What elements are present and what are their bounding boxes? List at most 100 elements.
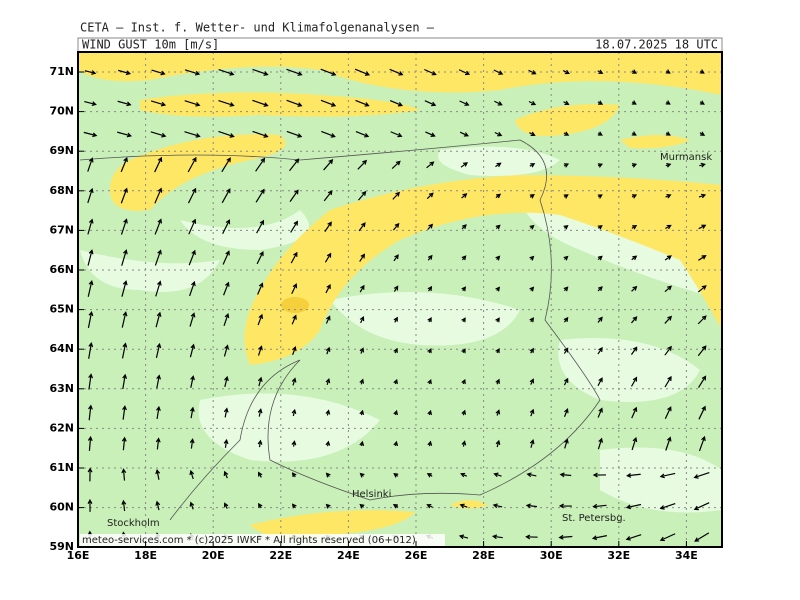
longitude-label: 24E — [337, 549, 360, 562]
wind-arrow — [120, 187, 128, 204]
wind-arrow — [492, 503, 503, 509]
wind-arrow — [630, 376, 638, 387]
wind-arrow — [359, 253, 366, 262]
wind-arrow — [255, 157, 266, 172]
wind-arrow — [458, 69, 471, 76]
wind-arrow — [563, 131, 570, 136]
wind-arrow — [631, 255, 638, 261]
latitude-label: 68N — [49, 184, 74, 197]
wind-arrow — [357, 159, 368, 170]
wind-arrow — [495, 255, 501, 261]
wind-arrow — [121, 311, 128, 328]
wind-arrow — [189, 312, 196, 327]
wind-arrow — [221, 157, 231, 173]
wind-arrow — [121, 436, 127, 451]
wind-arrow — [461, 224, 467, 230]
wind-arrow — [184, 69, 201, 76]
wind-arrow — [494, 100, 503, 106]
wind-arrow — [189, 469, 195, 480]
wind-arrow — [698, 255, 707, 261]
wind-arrow — [87, 218, 94, 235]
wind-arrow — [563, 194, 569, 199]
wind-arrow — [151, 69, 166, 76]
wind-arrow — [223, 344, 230, 357]
wind-arrow — [117, 100, 132, 107]
wind-arrow — [665, 69, 671, 74]
wind-arrow — [121, 342, 128, 359]
place-label: Helsinki — [352, 489, 391, 500]
wind-arrow — [631, 131, 637, 136]
wind-arrow — [631, 225, 638, 230]
wind-arrow — [495, 224, 501, 230]
wind-arrow — [427, 223, 434, 230]
wind-arrow — [592, 503, 607, 509]
parameter: WIND_GUST_10m [m/s] — [82, 38, 219, 52]
wind-arrow — [563, 100, 570, 105]
wind-arrow — [291, 472, 297, 478]
wind-arrow — [155, 311, 162, 328]
wind-arrow — [659, 472, 676, 479]
wind-arrow — [529, 224, 535, 230]
wind-arrow — [323, 190, 333, 202]
longitude-label: 20E — [202, 549, 225, 562]
wind-arrow — [121, 280, 128, 297]
wind-arrow — [665, 224, 672, 230]
wind-arrow — [564, 438, 569, 449]
latitude-label: 59N — [49, 540, 74, 553]
wind-arrow — [597, 194, 603, 199]
wind-arrow — [665, 436, 672, 451]
wind-arrow — [155, 500, 161, 511]
wind-arrow — [392, 222, 400, 231]
wind-arrow — [461, 193, 468, 199]
wind-arrow — [291, 283, 298, 294]
wind-arrow — [150, 131, 167, 138]
wind-arrow — [286, 130, 303, 138]
wind-arrow — [699, 100, 705, 105]
wind-arrow — [699, 162, 706, 168]
wind-arrow — [461, 255, 467, 261]
latitude-label: 67N — [49, 223, 74, 236]
graticule — [78, 52, 722, 547]
wind-arrow — [286, 68, 303, 76]
wind-arrow — [83, 131, 98, 138]
wind-arrow — [392, 191, 401, 200]
wind-arrow — [631, 316, 638, 324]
wind-arrow — [495, 439, 501, 448]
wind-arrow — [597, 407, 603, 418]
wind-arrow — [393, 285, 399, 292]
wind-arrow — [255, 188, 265, 203]
wind-arrow — [631, 163, 638, 168]
wind-arrow — [563, 255, 569, 261]
wind-arrow — [426, 192, 434, 200]
latitude-label: 62N — [49, 421, 74, 434]
wind-arrow — [494, 131, 503, 137]
wind-arrow — [291, 440, 297, 447]
wind-arrow — [189, 406, 195, 419]
wind-arrow — [156, 374, 162, 389]
latitude-label: 69N — [49, 144, 74, 157]
wind-arrow — [359, 472, 365, 478]
wind-arrow — [325, 472, 331, 478]
wind-arrow — [493, 69, 504, 75]
wind-arrow — [223, 407, 229, 418]
wind-arrow — [389, 68, 404, 76]
wind-arrow — [563, 377, 569, 386]
wind-arrow — [120, 156, 128, 173]
wind-arrow — [88, 404, 93, 421]
wind-arrow — [120, 218, 128, 235]
wind-arrow — [495, 162, 502, 168]
wind-arrow — [354, 68, 371, 76]
wind-arrow — [88, 342, 94, 359]
wind-arrow — [528, 69, 537, 75]
wind-arrow — [597, 377, 603, 387]
wind-arrow — [698, 224, 707, 230]
wind-arrow — [187, 187, 197, 204]
wind-arrow — [664, 285, 672, 293]
wind-arrow — [697, 345, 707, 357]
wind-arrow — [359, 503, 365, 509]
wind-arrow — [155, 342, 162, 358]
wind-arrow — [393, 347, 398, 354]
wind-arrow — [693, 502, 710, 511]
wind-arrow — [189, 438, 195, 449]
wind-arrow — [154, 187, 163, 204]
